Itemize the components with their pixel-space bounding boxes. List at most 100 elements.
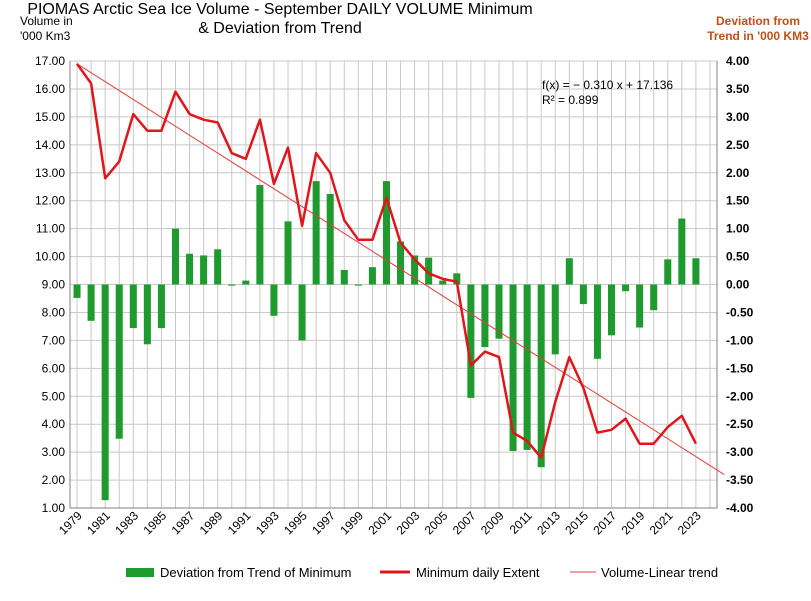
deviation-bar	[242, 280, 250, 285]
deviation-bars	[73, 181, 700, 501]
deviation-bar	[523, 284, 531, 450]
legend: Deviation from Trend of Minimum Minimum …	[126, 565, 718, 580]
deviation-bar	[636, 284, 644, 328]
chart-title-line2: & Deviation from Trend	[198, 20, 362, 37]
axes	[69, 60, 718, 509]
trend-equation: f(x) = − 0.310 x + 17.136	[542, 78, 673, 92]
legend-label-deviation: Deviation from Trend of Minimum	[160, 565, 351, 580]
deviation-bar	[354, 284, 362, 286]
deviation-bar	[326, 193, 334, 285]
trend-line-group	[76, 63, 725, 475]
deviation-bar	[129, 284, 137, 329]
left-axis-title: Volume in '000 Km3	[20, 14, 90, 44]
chart-title-line1: PIOMAS Arctic Sea Ice Volume - September…	[27, 1, 533, 18]
right-tick-label: 1.50	[726, 194, 750, 208]
x-tick-label: 2003	[394, 508, 423, 537]
left-tick-label: 2.00	[42, 473, 66, 487]
right-tick-label: -1.00	[726, 333, 754, 347]
left-tick-label: 11.00	[36, 222, 65, 236]
x-tick-label: 1991	[225, 508, 254, 537]
deviation-bar	[481, 284, 489, 348]
deviation-bar	[622, 284, 630, 292]
trend-r-squared: R² = 0.899	[542, 93, 599, 107]
x-tick-label: 1987	[169, 508, 198, 537]
legend-label-minimum: Minimum daily Extent	[416, 565, 540, 580]
x-tick-label: 2007	[450, 508, 479, 537]
deviation-bar	[537, 284, 545, 468]
x-tick-label: 1985	[140, 508, 169, 537]
left-tick-label: 17.00	[35, 54, 65, 68]
deviation-bar	[101, 284, 109, 501]
x-tick-label: 1997	[309, 508, 338, 537]
left-tick-label: 13.00	[35, 166, 65, 180]
right-tick-label: 1.00	[726, 222, 750, 236]
deviation-bar	[411, 255, 419, 285]
x-tick-label: 1981	[84, 508, 113, 537]
right-axis-title-line1: Deviation from	[715, 14, 800, 28]
right-tick-label: 2.00	[726, 166, 750, 180]
deviation-bar	[678, 218, 686, 285]
right-tick-label: -2.50	[726, 417, 754, 431]
x-tick-label: 2015	[562, 508, 591, 537]
right-tick-label: -4.00	[726, 501, 754, 515]
right-tick-label: -2.00	[726, 389, 754, 403]
right-tick-label: -3.50	[726, 473, 754, 487]
minimum-extent-line	[75, 63, 698, 459]
left-tick-label: 8.00	[42, 305, 66, 319]
chart-title: PIOMAS Arctic Sea Ice Volume - September…	[0, 0, 560, 38]
x-tick-label: 2023	[675, 508, 704, 537]
deviation-bar	[298, 284, 306, 341]
left-tick-label: 15.00	[35, 110, 65, 124]
deviation-bar	[551, 284, 559, 355]
left-tick-label: 5.00	[42, 389, 66, 403]
deviation-bar	[186, 253, 194, 285]
x-tick-label: 2017	[591, 508, 620, 537]
deviation-bar	[425, 257, 433, 285]
deviation-bar	[270, 284, 278, 316]
left-tick-label: 9.00	[42, 278, 66, 292]
deviation-bar	[453, 273, 461, 285]
deviation-bar	[439, 280, 447, 285]
right-tick-label: -1.50	[726, 361, 754, 375]
deviation-bar	[87, 284, 95, 321]
deviation-bar	[73, 284, 81, 298]
deviation-bar	[607, 284, 616, 336]
deviation-bar	[368, 267, 376, 285]
x-tick-label: 1989	[197, 508, 226, 537]
deviation-bar	[340, 269, 348, 285]
right-tick-label: 0.50	[726, 250, 750, 264]
deviation-bar	[157, 284, 165, 329]
deviation-bar	[382, 181, 390, 285]
right-tick-label: 0.00	[726, 278, 750, 292]
deviation-bar	[256, 185, 264, 285]
deviation-bar	[579, 284, 587, 305]
x-tick-label: 2009	[478, 508, 507, 537]
left-tick-label: 3.00	[42, 445, 66, 459]
deviation-bar	[495, 284, 503, 339]
deviation-bar	[312, 181, 320, 285]
deviation-bar	[171, 228, 180, 285]
deviation-bar	[467, 284, 475, 398]
x-tick-label: 2005	[422, 508, 451, 537]
left-tick-label: 14.00	[35, 138, 65, 152]
right-tick-label: 3.00	[726, 110, 750, 124]
x-tick-label: 1993	[253, 508, 282, 537]
right-axis-title-line2: Trend in '000 KM3	[707, 29, 809, 43]
x-tick-label: 1999	[337, 508, 366, 537]
deviation-bar	[214, 249, 222, 285]
x-tick-label: 2013	[534, 508, 563, 537]
deviation-bar	[565, 258, 573, 285]
deviation-bar	[509, 284, 517, 452]
right-tick-label: -0.50	[726, 305, 754, 319]
left-tick-label: 10.00	[35, 250, 65, 264]
x-tick-label: 2011	[507, 508, 535, 536]
deviation-bar	[284, 221, 292, 285]
trend-line	[76, 63, 725, 475]
left-tick-label: 4.00	[42, 417, 66, 431]
left-tick-label: 16.00	[35, 82, 65, 96]
deviation-bar	[593, 284, 601, 359]
right-axis-title: Deviation from Trend in '000 KM3	[705, 14, 811, 44]
minimum-line-group	[75, 63, 698, 459]
left-tick-label: 7.00	[42, 333, 66, 347]
